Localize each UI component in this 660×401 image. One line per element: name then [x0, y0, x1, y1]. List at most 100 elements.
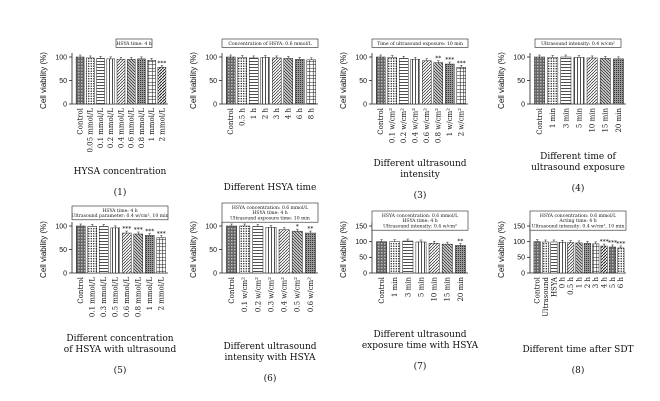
x-tick-label: 0.4 mmol/L: [117, 108, 125, 148]
x-tick-label: 15 min: [602, 108, 610, 133]
bar: [550, 241, 558, 274]
significance-marker: ***: [157, 230, 166, 237]
x-tick-label: 0.6 mmol/L: [123, 277, 131, 317]
bar: [122, 232, 132, 274]
bar: [237, 57, 247, 105]
bar: [583, 242, 591, 274]
panel-number: (8): [572, 365, 585, 376]
bar: [560, 56, 572, 105]
bar: [575, 242, 583, 274]
x-tick-label: 1 h: [250, 108, 258, 120]
x-tick-label: 2 mmol/L: [158, 108, 166, 142]
panel-caption: Different HSYA time: [224, 183, 317, 193]
bar: [226, 225, 237, 274]
bar: [147, 60, 156, 105]
panel-number: (6): [264, 373, 277, 384]
x-tick-label: 1 min: [549, 108, 557, 129]
x-tick-label: 4 h: [285, 108, 293, 120]
y-tick-label: 100: [513, 239, 525, 246]
x-tick-label: 0.6 w/cm²: [423, 108, 431, 143]
x-tick-label: 1 mmol/L: [146, 277, 154, 311]
significance-marker: ***: [145, 228, 154, 235]
bar: [291, 230, 303, 274]
panel-number: (7): [414, 361, 427, 372]
x-tick-label: 1 w/cm²: [446, 108, 454, 137]
y-tick-label: 50: [59, 78, 67, 85]
annotation-line: Ultrasound exposure time: 10 min: [230, 216, 310, 222]
y-axis-label: Cell viability (%): [497, 52, 506, 109]
x-tick-label: 0.6 w/cm²: [307, 277, 315, 312]
chart-panel: 0 50 100 Cell viability (%) Control 0.1 w/cm²…: [189, 202, 319, 384]
panel-caption: Different concentration: [66, 334, 173, 344]
bar: [157, 67, 167, 105]
panel-caption: of HSYA with ultrasound: [64, 345, 177, 355]
x-tick-label: Control: [378, 276, 386, 303]
chart-panel: 0 50 100 Cell viability (%) Control 0.05 mmol…: [39, 38, 168, 198]
significance-marker: ***: [122, 226, 131, 233]
bar: [415, 241, 427, 274]
annotation-box: [529, 210, 627, 231]
x-tick-label: 1 mmol/L: [148, 108, 156, 142]
x-tick-label: 3 min: [404, 277, 412, 298]
significance-marker: ***: [445, 57, 454, 64]
x-tick-label: 0.05 mmol/L: [87, 108, 95, 153]
bar: [567, 242, 575, 274]
bar: [613, 58, 624, 105]
significance-marker: ***: [600, 239, 609, 246]
y-tick-label: 0: [521, 101, 525, 108]
bar: [445, 63, 455, 105]
x-tick-label: 15 min: [444, 277, 452, 302]
x-tick-label: 0.1 w/cm²: [389, 108, 397, 143]
bar: [226, 56, 236, 105]
x-tick-label: 0.3 w/cm²: [267, 277, 275, 312]
bar: [156, 237, 166, 274]
annotation-box: [221, 202, 319, 223]
annotation-box: [534, 38, 622, 48]
bar: [542, 241, 550, 274]
annotation-box: [71, 205, 169, 221]
y-tick-label: 100: [55, 223, 67, 230]
annotation-line: Ultrasound parameter: 0.4 w/cm², 10 min: [71, 213, 168, 219]
significance-marker: ***: [457, 60, 466, 67]
significance-marker: **: [435, 55, 441, 62]
bar: [402, 240, 414, 274]
x-tick-label: 0 h: [559, 277, 567, 289]
annotation-line: Acting time: 4 h: [558, 218, 596, 224]
y-tick-label: 0: [63, 270, 67, 277]
x-tick-label: 0.4 w/cm²: [281, 277, 289, 312]
y-tick-label: 150: [355, 223, 367, 230]
bar: [422, 60, 432, 105]
y-axis-label: Cell viability (%): [189, 52, 198, 109]
panel-caption: ultrasound exposure: [531, 163, 625, 173]
x-tick-label: Control: [377, 107, 385, 134]
x-tick-label: 8 h: [308, 108, 316, 120]
bar: [260, 57, 270, 105]
x-tick-label: 20 min: [615, 108, 623, 133]
x-tick-label: Control: [536, 107, 544, 134]
x-tick-label: 5 min: [417, 277, 425, 298]
x-tick-label: 4 h: [600, 277, 608, 289]
bar: [110, 227, 120, 274]
y-axis-label: Cell viability (%): [189, 221, 198, 278]
y-tick-label: 100: [55, 54, 67, 61]
x-tick-label: 0.6 mmol/L: [128, 108, 136, 148]
x-tick-label: Control: [534, 276, 542, 303]
x-tick-label: 3 h: [592, 277, 600, 289]
bar: [389, 241, 401, 274]
bar: [592, 243, 600, 274]
bar: [278, 229, 290, 274]
annotation-line: HSYA time: 4 h: [252, 210, 287, 216]
bar: [76, 225, 86, 274]
x-tick-label: 0.1 mmol/L: [89, 277, 97, 317]
bar: [295, 59, 305, 105]
bar: [106, 58, 116, 105]
bar: [586, 57, 598, 105]
y-tick-label: 100: [355, 239, 367, 246]
panel-caption: HYSA concentration: [74, 167, 167, 177]
x-tick-label: Control: [227, 107, 235, 134]
x-tick-label: Control: [77, 276, 85, 303]
bar: [573, 57, 585, 105]
significance-marker: ***: [608, 239, 617, 246]
bar: [433, 62, 443, 105]
y-tick-label: 0: [213, 270, 217, 277]
